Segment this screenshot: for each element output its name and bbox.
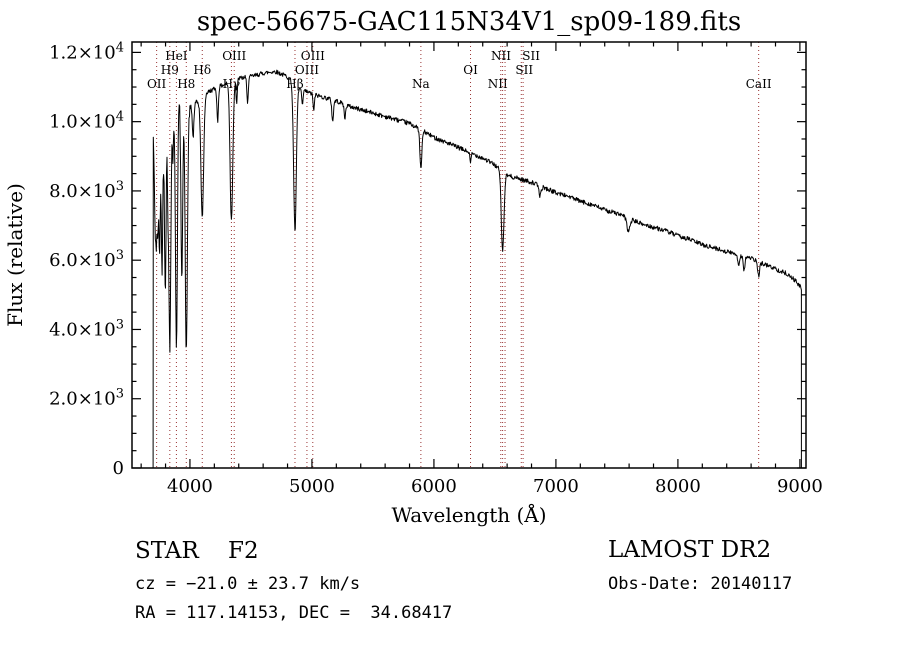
survey-name-text: LAMOST DR2 [608, 537, 772, 563]
x-tick-label: 5000 [289, 476, 335, 497]
y-tick-label: 8.0×103 [49, 179, 124, 202]
spectral-line-label: OI [463, 63, 478, 77]
spectral-line-label: H8 [177, 77, 195, 91]
plot-title: spec-56675-GAC115N34V1_sp09-189.fits [197, 7, 741, 37]
ra-dec-text: RA = 117.14153, DEC = 34.68417 [135, 603, 453, 623]
spectral-line-label: HeI [165, 49, 188, 63]
x-tick-label: 4000 [167, 476, 213, 497]
spectral-line-label: Hδ [193, 63, 211, 77]
y-tick-label: 0 [113, 458, 124, 479]
cz-value-text: cz = −21.0 ± 23.7 km/s [135, 574, 361, 594]
spectral-line-label: NII [491, 49, 511, 63]
x-tick-label: 8000 [655, 476, 701, 497]
spectral-line-label: CaII [746, 77, 772, 91]
y-tick-label: 2.0×103 [49, 387, 124, 410]
spectral-line-label: SII [522, 49, 540, 63]
x-axis-label: Wavelength (Å) [391, 502, 546, 527]
y-tick-label: 6.0×103 [49, 248, 124, 271]
y-tick-label: 1.2×104 [49, 40, 124, 63]
spectral-line-label: H9 [161, 63, 179, 77]
spectral-line-label: OII [147, 77, 167, 91]
spectrum-plot: OIIH9HeIH8HδHγOIIIHβOIIIOIIINaOINIINIISI… [3, 7, 823, 527]
object-class-text: STAR F2 [135, 538, 259, 564]
plot-axes: 4000 5000 6000 7000 8000 9000 0 2.0×103 4.0×103 6… [49, 40, 823, 497]
x-tick-label: 9000 [777, 476, 823, 497]
spectral-line-label: SII [515, 63, 533, 77]
spectral-line-label: OIII [222, 49, 246, 63]
spectral-line-label: Na [412, 77, 430, 91]
spectral-line-markers: OIIH9HeIH8HδHγOIIIHβOIIIOIIINaOINIINIISI… [147, 42, 772, 468]
obs-date-text: Obs-Date: 20140117 [608, 574, 793, 594]
spectral-line-label: OIII [295, 63, 319, 77]
spectral-line-label: OIII [301, 49, 325, 63]
spectral-line-label: NII [488, 77, 508, 91]
y-axis-label: Flux (relative) [3, 183, 27, 327]
spectrum-path [152, 69, 802, 469]
x-tick-label: 7000 [533, 476, 579, 497]
x-tick-label: 6000 [411, 476, 457, 497]
y-tick-label: 1.0×104 [49, 110, 124, 133]
plot-border [131, 41, 807, 469]
y-tick-label: 4.0×103 [49, 317, 124, 340]
spectrum-line [152, 69, 802, 469]
